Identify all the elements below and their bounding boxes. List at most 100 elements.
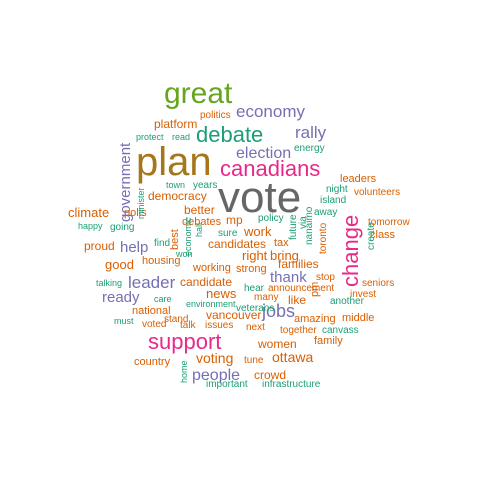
word-seniors: seniors (362, 278, 394, 289)
word-veterans: veterans (236, 303, 274, 314)
word-invest: invest (350, 289, 376, 300)
word-plan: plan (136, 140, 212, 184)
word-canvass: canvass (322, 325, 359, 336)
word-happy: happy (78, 221, 103, 231)
word-night: night (326, 184, 348, 195)
word-environment: environment (186, 299, 236, 309)
word-vote: vote (218, 173, 301, 222)
word-middle: middle (342, 312, 374, 324)
word-voted: voted (142, 319, 166, 330)
word-another: another (330, 296, 365, 307)
word-working: working (192, 262, 231, 274)
word-important: important (206, 379, 248, 390)
word-change: change (338, 215, 363, 287)
word-right: right (242, 248, 268, 263)
word-debate: debate (196, 122, 263, 147)
word-housing: housing (142, 255, 181, 267)
word-energy: energy (294, 143, 325, 154)
word-women: women (257, 337, 297, 351)
word-minister: minister (136, 187, 146, 219)
word-ottawa: ottawa (272, 349, 313, 365)
word-strong: strong (236, 263, 267, 275)
word-like: like (288, 293, 306, 307)
word-away: away (314, 207, 337, 218)
word-better: better (184, 203, 215, 217)
word-national: national (132, 305, 171, 317)
word-government: government (117, 142, 134, 222)
word-via: via (298, 216, 309, 229)
word-crowd: crowd (254, 368, 286, 382)
word-stand: stand (164, 314, 188, 325)
word-island: island (320, 195, 346, 206)
word-tomorrow: tomorrow (368, 217, 410, 228)
word-country: country (134, 356, 171, 368)
word-canadians: canadians (220, 156, 320, 181)
word-amazing: amazing (294, 313, 336, 325)
word-economy: economy (236, 102, 305, 121)
word-climate: climate (68, 205, 109, 220)
word-create: create (366, 222, 377, 250)
word-help: help (120, 239, 148, 256)
word-won: won (175, 249, 193, 259)
word-pm: pm (309, 282, 321, 297)
word-care: care (154, 294, 172, 304)
word-tune: tune (244, 355, 264, 366)
word-best: best (169, 229, 181, 250)
word-infrastructure: infrastructure (262, 379, 321, 390)
word-rally: rally (295, 123, 327, 142)
word-family: family (314, 335, 343, 347)
word-news: news (206, 286, 237, 301)
word-class: class (370, 229, 396, 241)
word-years: years (193, 180, 217, 191)
word-nanaimo: nanaimo (304, 206, 315, 245)
word-election: election (236, 145, 291, 162)
word-mp: mp (226, 213, 243, 227)
word-policy: policy (258, 213, 284, 224)
word-stop: stop (316, 272, 335, 283)
word-future: future (288, 214, 299, 240)
word-read: read (172, 132, 190, 142)
word-politics: politics (200, 110, 231, 121)
word-talk: talk (180, 320, 197, 331)
word-families: families (278, 257, 319, 271)
word-next: next (246, 322, 265, 333)
word-support: support (148, 329, 221, 354)
word-many: many (254, 292, 278, 303)
word-leaders: leaders (340, 173, 377, 185)
word-great: great (164, 77, 233, 110)
word-proud: proud (84, 239, 115, 253)
word-town: town (166, 180, 185, 190)
word-platform: platform (154, 117, 197, 131)
word-must: must (114, 316, 134, 326)
word-candidates: candidates (208, 237, 266, 251)
word-vancouver: vancouver (206, 308, 261, 322)
word-home: home (179, 360, 189, 383)
word-sure: sure (218, 228, 238, 239)
word-people: people (192, 367, 240, 384)
word-tax: tax (274, 237, 289, 249)
word-hall: hall (194, 223, 204, 237)
word-volunteers: volunteers (354, 187, 400, 198)
word-bring: bring (270, 248, 299, 263)
word-jobs: jobs (261, 301, 295, 321)
word-talking: talking (96, 278, 122, 288)
word-announcement: announcement (268, 283, 334, 294)
word-economic: economic (183, 217, 193, 256)
word-thank: thank (270, 269, 307, 286)
word-issues: issues (205, 320, 233, 331)
word-hear: hear (244, 283, 265, 294)
word-work: work (243, 224, 272, 239)
word-voting: voting (196, 350, 233, 366)
word-debates: debates (182, 216, 222, 228)
word-protect: protect (136, 132, 164, 142)
word-together: together (280, 325, 317, 336)
word-leader: leader (128, 273, 176, 292)
word-good: good (105, 257, 134, 272)
word-ready: ready (102, 289, 140, 306)
word-polls: polls (124, 207, 147, 219)
word-democracy: democracy (148, 189, 207, 203)
word-toronto: toronto (318, 222, 329, 254)
word-candidate: candidate (180, 275, 232, 289)
